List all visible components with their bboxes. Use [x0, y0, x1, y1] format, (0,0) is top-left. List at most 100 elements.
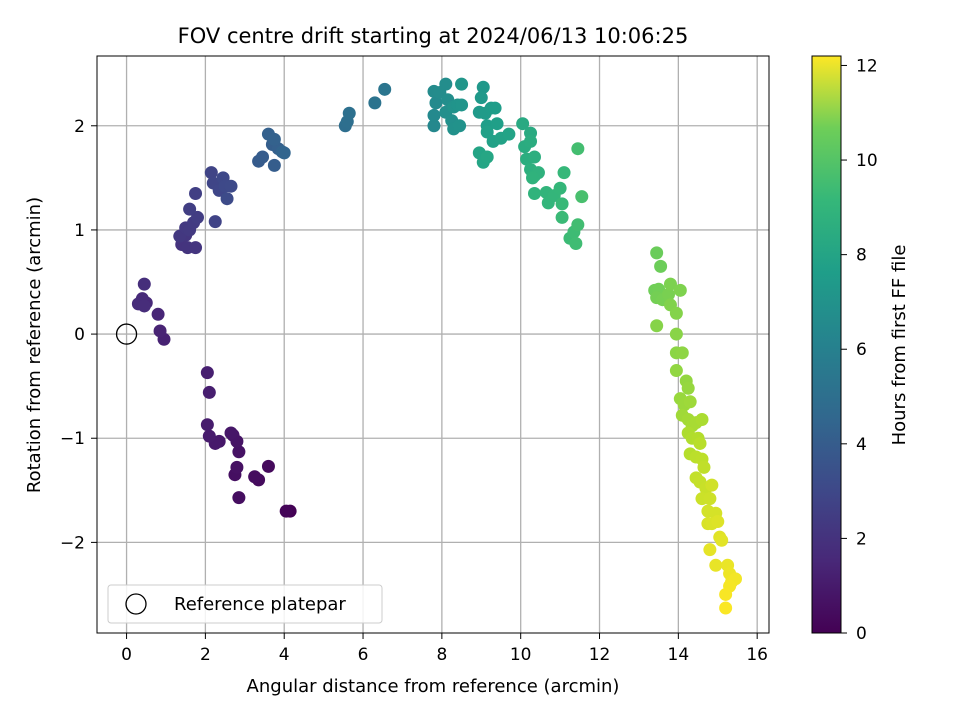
data-point: [715, 533, 729, 547]
colorbar-tick-label: 2: [856, 529, 867, 549]
data-point: [569, 236, 583, 250]
data-point: [427, 108, 441, 122]
data-point: [526, 171, 540, 185]
data-point: [555, 197, 569, 211]
x-tick-label: 10: [510, 645, 532, 665]
data-point: [524, 134, 538, 148]
data-point: [527, 186, 541, 200]
data-point: [429, 96, 443, 110]
data-point: [427, 119, 441, 133]
data-point: [267, 132, 281, 146]
y-axis-label: Rotation from reference (arcmin): [24, 197, 45, 493]
y-tick-label: −1: [60, 429, 85, 449]
data-point: [137, 277, 151, 291]
x-axis-ticks: 0 2 4 6 8 10 12 14 16: [121, 633, 768, 665]
data-point: [230, 460, 244, 474]
data-point: [709, 558, 723, 572]
data-point: [480, 150, 494, 164]
x-tick-label: 14: [668, 645, 690, 665]
data-point: [439, 77, 453, 91]
data-point: [661, 288, 675, 302]
data-point: [220, 192, 234, 206]
data-point: [189, 241, 203, 255]
y-tick-label: 2: [74, 117, 85, 137]
data-point: [378, 82, 392, 96]
data-point: [183, 202, 197, 216]
data-point: [224, 426, 238, 440]
data-point: [476, 80, 490, 94]
data-point: [455, 98, 469, 112]
data-point: [654, 259, 668, 273]
data-point: [697, 460, 711, 474]
data-point: [455, 77, 469, 91]
data-point: [703, 492, 717, 506]
data-point: [719, 601, 733, 615]
legend-box: [107, 584, 383, 624]
grid: [97, 56, 769, 633]
data-point: [189, 186, 203, 200]
data-point: [488, 101, 502, 115]
data-point: [232, 491, 246, 505]
x-tick-label: 4: [279, 645, 290, 665]
data-point: [705, 478, 719, 492]
data-point: [695, 412, 709, 426]
data-point: [575, 190, 589, 204]
x-tick-label: 16: [746, 645, 768, 665]
data-point: [557, 166, 571, 180]
data-point: [502, 127, 516, 141]
data-point: [279, 504, 293, 518]
data-point: [277, 146, 291, 160]
data-point: [368, 96, 382, 110]
data-point: [490, 117, 504, 131]
colorbar-tick-label: 4: [856, 435, 867, 455]
plot-frame: [96, 55, 770, 634]
y-axis-ticks: −2 −1 0 1 2: [60, 117, 97, 553]
data-point: [703, 543, 717, 557]
legend-marker: [125, 593, 147, 615]
data-point: [208, 215, 222, 229]
x-axis-label: Angular distance from reference (arcmin): [247, 676, 620, 697]
data-point: [153, 324, 167, 338]
colorbar-tick-label: 6: [856, 340, 867, 360]
data-point: [571, 142, 585, 156]
data-point: [571, 218, 585, 232]
data-point: [675, 346, 689, 360]
data-point: [527, 150, 541, 164]
data-point: [650, 319, 664, 333]
data-point: [261, 459, 275, 473]
colorbar-ticks: 0 2 4 6 8 10 12: [841, 56, 878, 644]
data-point: [137, 299, 151, 313]
colorbar-tick-label: 12: [856, 56, 878, 76]
data-point: [202, 385, 216, 399]
data-point: [663, 277, 677, 291]
data-point: [202, 429, 216, 443]
colorbar-tick-label: 10: [856, 151, 878, 171]
data-point: [516, 117, 530, 131]
x-tick-label: 8: [436, 645, 447, 665]
data-point: [711, 515, 725, 529]
data-point: [474, 91, 488, 105]
data-point: [200, 366, 214, 380]
colorbar-gradient: [811, 55, 842, 634]
data-point: [681, 381, 695, 395]
data-point: [267, 158, 281, 172]
data-point: [232, 445, 246, 459]
data-point: [553, 181, 567, 195]
data-point: [224, 179, 238, 193]
data-point: [673, 283, 687, 297]
data-point: [204, 166, 218, 180]
colorbar: 0 2 4 6 8 10 12 Hours from first FF file: [811, 55, 910, 644]
x-tick-label: 12: [589, 645, 611, 665]
x-tick-label: 6: [358, 645, 369, 665]
data-point: [669, 327, 683, 341]
colorbar-tick-label: 8: [856, 246, 867, 266]
data-point: [693, 436, 707, 450]
data-point: [555, 210, 569, 224]
data-point: [256, 150, 270, 164]
colorbar-tick-label: 0: [856, 624, 867, 644]
x-tick-label: 0: [121, 645, 132, 665]
data-point: [719, 587, 733, 601]
data-point: [248, 470, 262, 484]
data-point: [683, 395, 697, 409]
y-tick-label: 1: [74, 221, 85, 241]
